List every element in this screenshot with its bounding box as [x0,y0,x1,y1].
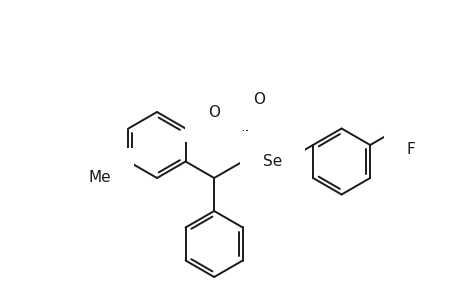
Text: F: F [406,142,414,158]
Text: Me: Me [88,170,111,185]
Text: O: O [208,104,220,119]
Text: F: F [418,121,427,136]
Text: Se: Se [262,154,281,169]
Text: F: F [406,100,414,115]
Text: O: O [253,92,265,107]
